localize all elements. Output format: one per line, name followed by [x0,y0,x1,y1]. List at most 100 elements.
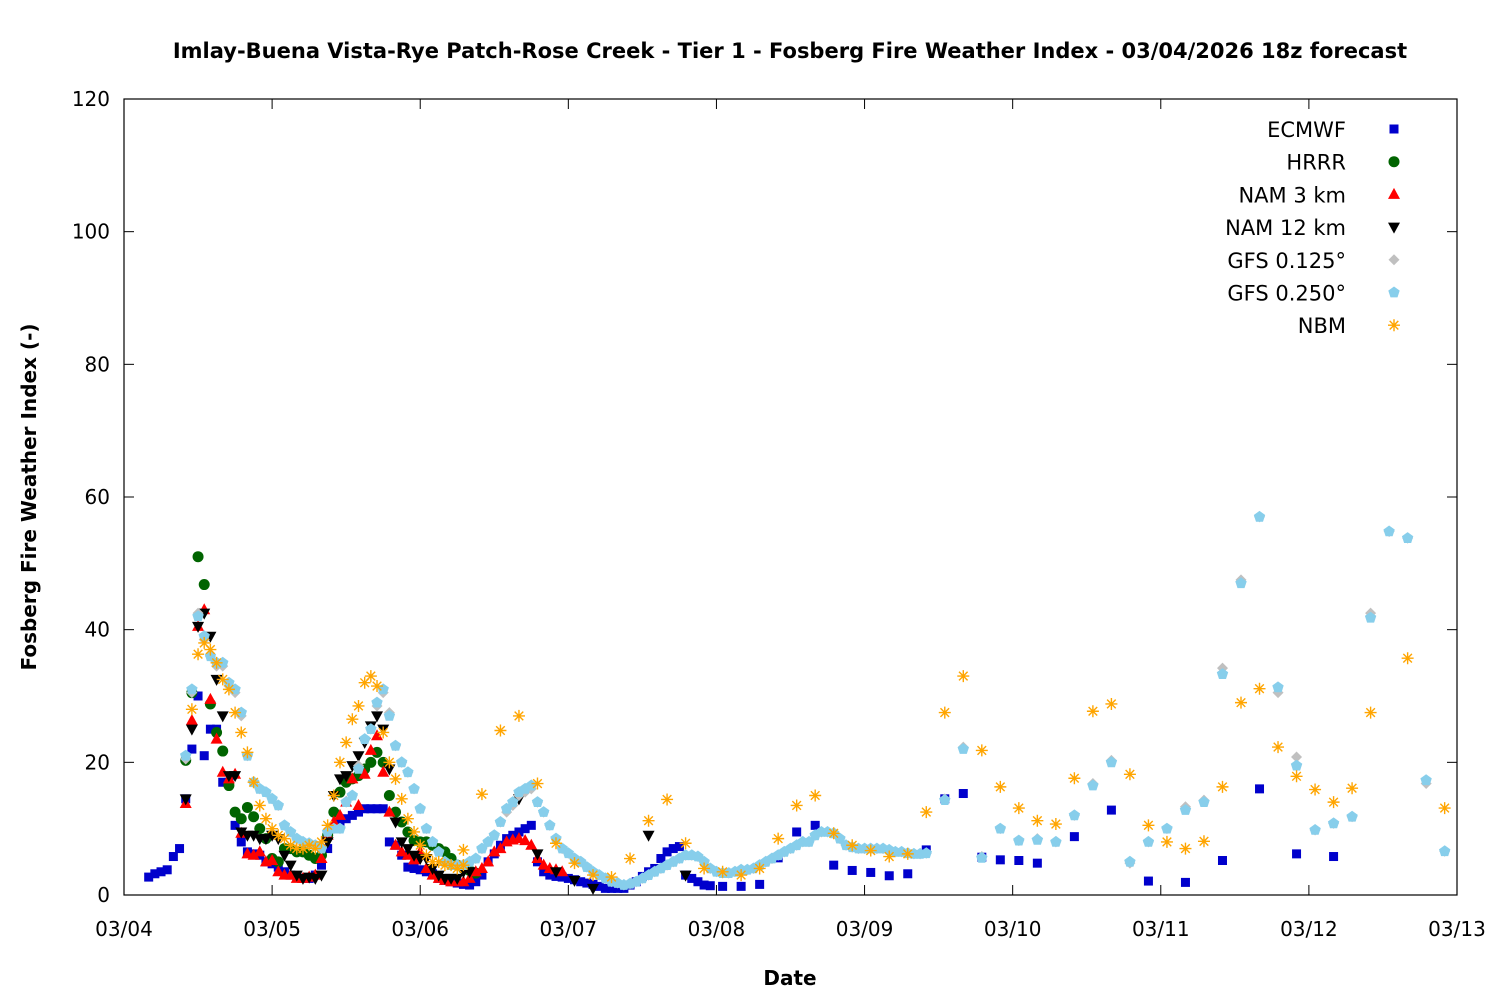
data-point [217,745,229,757]
data-point [1272,741,1285,754]
data-point [736,881,746,891]
chart-title: Imlay-Buena Vista-Rye Patch-Rose Creek -… [173,39,1407,63]
data-point [371,729,384,741]
data-point [1160,835,1173,848]
data-point [192,648,205,661]
data-point [563,873,573,883]
data-point [549,867,562,879]
data-point [432,870,445,882]
data-point [545,870,555,880]
data-point [1272,681,1284,693]
data-point [333,808,346,820]
data-point [994,780,1007,793]
data-point [1364,611,1377,623]
data-point [323,844,333,854]
data-point [957,670,970,683]
data-point [901,847,914,860]
data-point [864,844,877,857]
data-point [753,862,766,875]
data-point [309,842,322,855]
data-point [433,845,445,857]
data-point [371,711,384,723]
data-point [1401,652,1414,665]
data-point [358,676,371,689]
data-point [755,879,765,889]
legend-marker [1388,156,1400,168]
data-point [383,790,395,801]
data-point [414,839,427,852]
data-point [469,865,482,877]
data-point [642,814,655,827]
data-point [216,711,229,723]
legend: ECMWF HRRR NAM 3 km NAM 12 km GFS 0.125° GFS … [1225,118,1400,338]
data-point [235,827,248,839]
data-point [186,683,198,695]
data-point [1217,856,1227,866]
data-point [1123,768,1136,781]
data-point [175,844,185,854]
data-point [315,835,328,848]
data-point [346,772,359,784]
data-point [253,799,266,812]
data-point [222,683,235,696]
data-point [156,867,166,877]
legend-marker [1388,286,1400,298]
data-point [1013,834,1025,846]
data-point [531,796,544,807]
data-point [884,871,894,881]
data-point [303,839,316,852]
data-point [272,865,285,877]
data-point [537,858,550,870]
data-point [525,838,538,850]
y-tick-label: 100 [72,220,110,244]
legend-marker [1388,222,1400,234]
data-point [204,643,217,656]
data-point [549,837,562,850]
data-point [920,847,932,859]
data-point [1346,782,1359,795]
data-point [1180,877,1190,887]
data-point [531,777,544,790]
data-point [975,744,988,757]
data-point [378,804,388,814]
data-point [607,883,617,893]
data-point [340,771,353,783]
data-point [939,794,951,805]
data-point [278,850,291,862]
data-point [698,855,710,867]
data-point [1198,796,1210,807]
series-nbm [185,636,1451,884]
data-point [198,636,211,649]
data-point [475,861,488,873]
data-point [352,763,365,774]
data-point [1364,706,1377,719]
legend-marker [1388,319,1400,332]
data-point [1012,802,1025,815]
data-point [266,822,279,835]
data-point [333,756,346,769]
data-point [568,857,581,870]
data-point [259,812,272,825]
data-point [718,881,728,891]
data-point [457,875,470,887]
data-point [204,692,217,704]
data-point [494,816,507,827]
series-gfs-0-250- [180,510,1451,890]
data-point [365,723,377,734]
data-point [526,820,536,830]
legend-label: NAM 3 km [1238,183,1346,207]
data-point [600,883,610,893]
data-point [371,746,383,758]
data-point [205,724,215,734]
data-point [809,789,822,802]
data-point [1290,770,1303,783]
data-point [372,804,382,814]
data-point [847,865,857,875]
data-point [520,824,530,834]
data-point [576,877,586,887]
data-point [679,870,692,882]
data-point [1255,784,1265,794]
data-point [247,830,260,842]
data-point [365,756,377,768]
data-point [958,789,968,799]
